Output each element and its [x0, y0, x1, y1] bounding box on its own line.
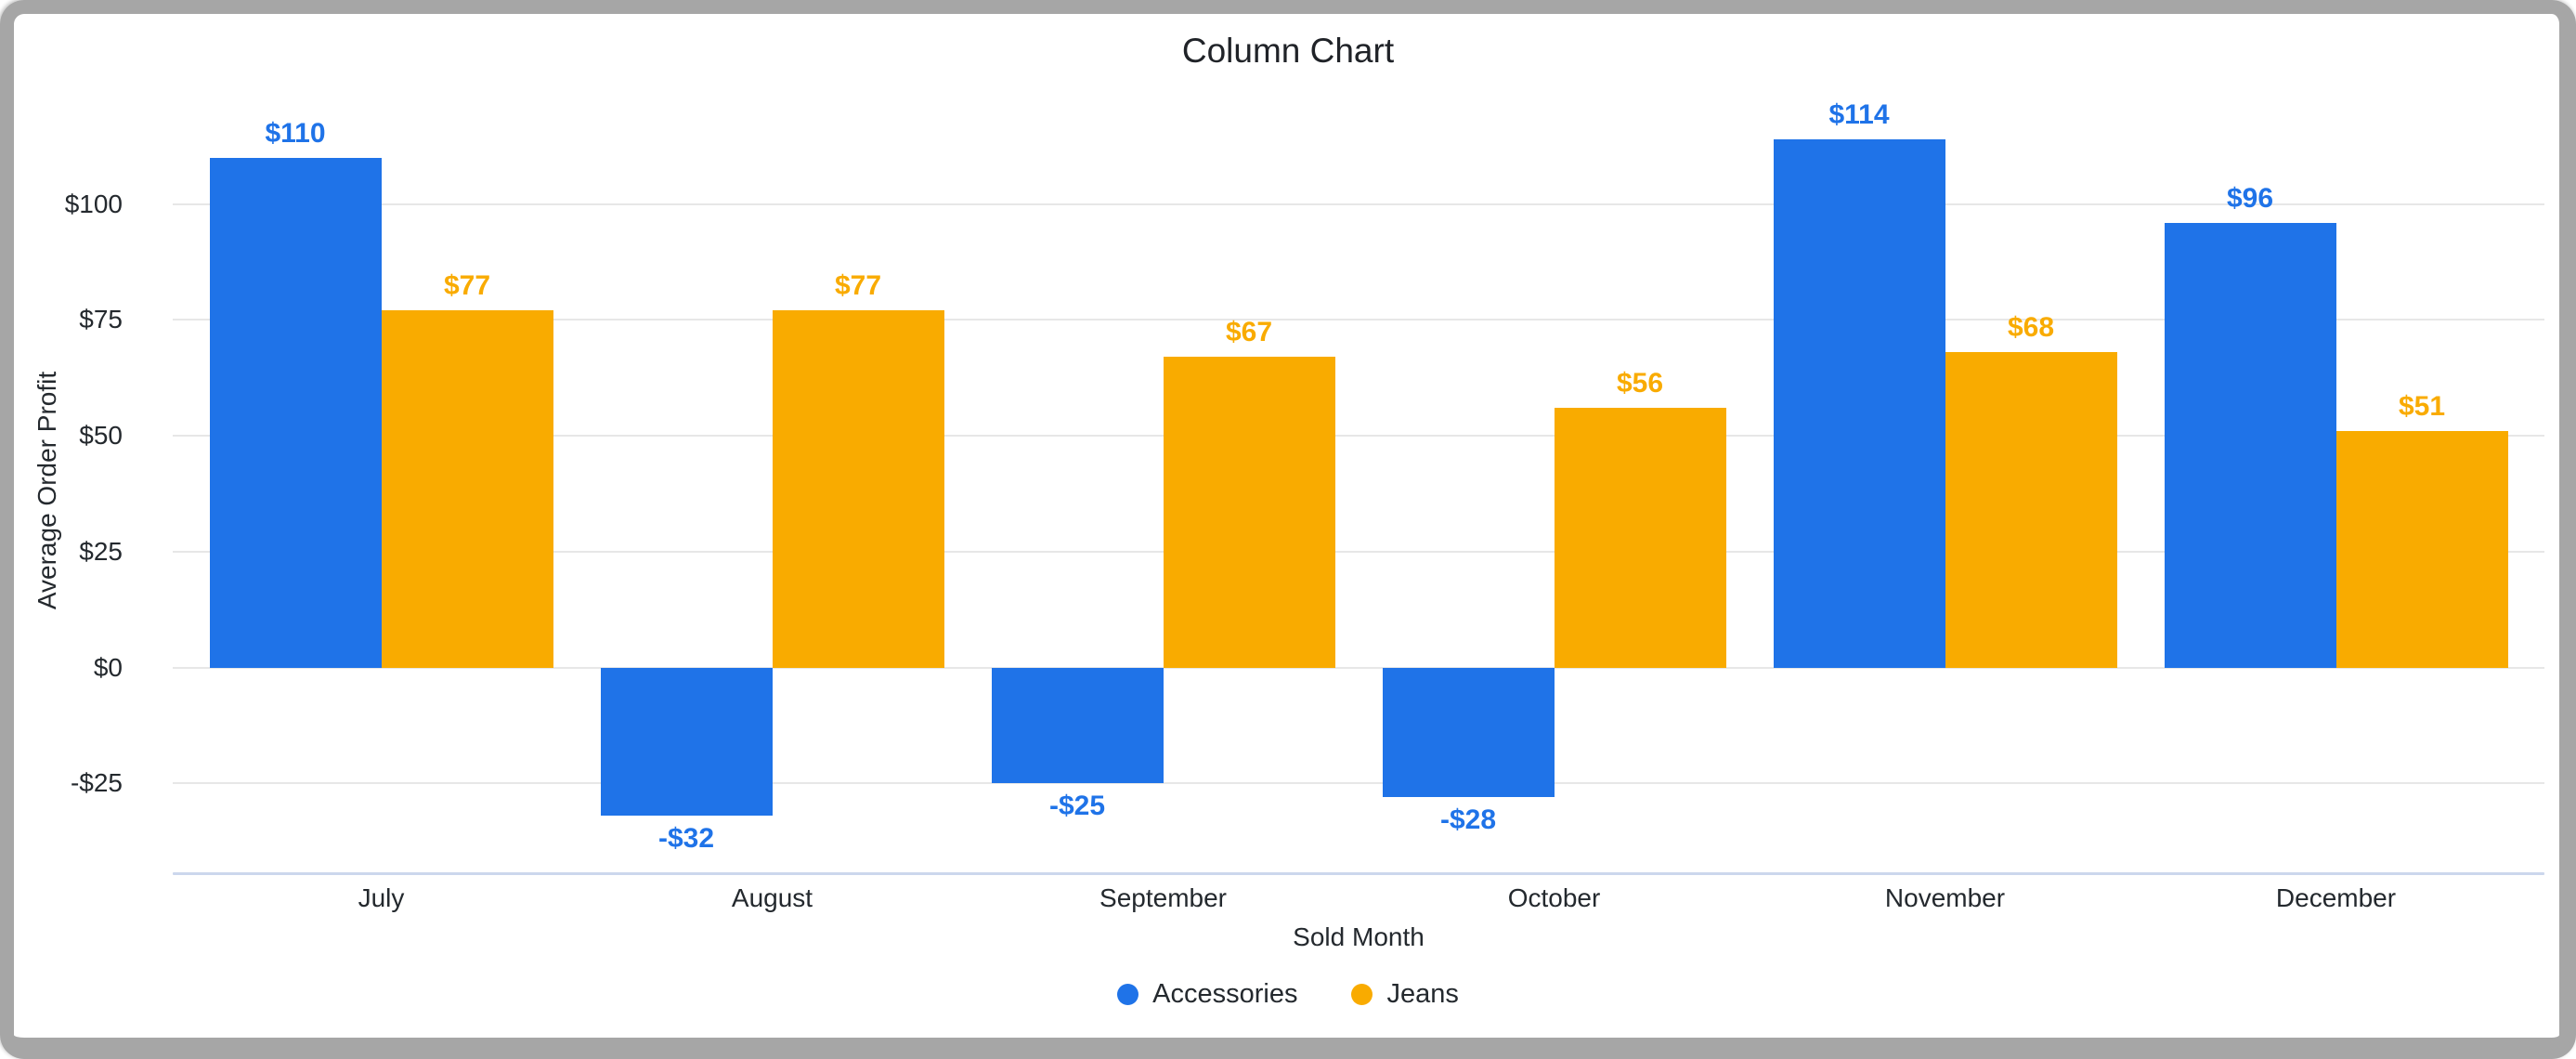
bar-accessories-october[interactable] [1382, 667, 1555, 798]
bar-value-label-accessories-september: -$25 [1048, 791, 1106, 822]
bar-value-label-accessories-july: $110 [265, 117, 326, 149]
x-tick-label-october: October [1507, 883, 1601, 912]
gridline-0 [173, 666, 2544, 669]
y-tick-label-50: $50 [79, 421, 123, 451]
y-tick-label--25: -$25 [70, 768, 123, 798]
gridline-50 [173, 435, 2544, 438]
legend-label-jeans: Jeans [1386, 979, 1459, 1009]
legend-label-accessories: Accessories [1152, 979, 1298, 1009]
gridline-100 [173, 203, 2544, 205]
legend-dot-jeans [1351, 983, 1373, 1005]
bar-value-label-accessories-october: -$28 [1439, 804, 1497, 836]
x-tick-label-july: July [358, 883, 405, 912]
x-axis-title: Sold Month [1293, 922, 1425, 951]
bar-jeans-december[interactable] [2335, 431, 2508, 668]
bar-value-label-jeans-october: $56 [1616, 368, 1664, 399]
y-tick-label-100: $100 [64, 189, 123, 218]
x-tick-label-august: August [731, 883, 813, 912]
bar-value-label-accessories-november: $114 [1828, 98, 1890, 130]
bar-accessories-july[interactable] [209, 157, 382, 668]
gridline--25 [173, 782, 2544, 785]
bar-accessories-august[interactable] [600, 667, 773, 817]
bar-jeans-august[interactable] [772, 310, 944, 668]
bar-accessories-december[interactable] [2164, 222, 2336, 668]
bar-value-label-jeans-july: $77 [443, 270, 491, 302]
x-tick-label-september: September [1099, 883, 1227, 912]
x-axis-line [173, 872, 2544, 875]
x-tick-label-december: December [2275, 883, 2397, 912]
bar-jeans-september[interactable] [1163, 357, 1335, 668]
bar-value-label-jeans-september: $67 [1225, 317, 1273, 348]
bar-value-label-accessories-august: -$32 [657, 823, 715, 855]
gridline-25 [173, 550, 2544, 553]
plot-area: $110 -$32 -$25 -$28 $114 $96 $77 $77 $67 $56 $68 $5… [173, 98, 2544, 875]
bar-value-label-jeans-november: $68 [2007, 312, 2055, 344]
y-tick-label-0: $0 [93, 652, 123, 682]
bar-jeans-october[interactable] [1554, 408, 1726, 668]
legend-item-accessories[interactable]: Accessories [1117, 977, 1297, 1011]
chart-legend: Accessories Jeans [0, 977, 2576, 1011]
x-tick-label-november: November [1884, 883, 2006, 912]
y-axis-title-text: Average Order Profit [33, 371, 61, 610]
y-tick-label-75: $75 [79, 305, 123, 334]
chart-title: Column Chart [1181, 32, 1395, 70]
legend-dot-accessories [1117, 983, 1139, 1005]
y-tick-label-25: $25 [79, 536, 123, 566]
gridline-75 [173, 319, 2544, 321]
legend-item-jeans[interactable]: Jeans [1351, 977, 1459, 1011]
bar-value-label-jeans-december: $51 [2398, 391, 2446, 423]
bar-jeans-july[interactable] [381, 310, 553, 668]
bar-value-label-accessories-december: $96 [2226, 182, 2274, 214]
bar-accessories-september[interactable] [991, 667, 1164, 784]
bar-value-label-jeans-august: $77 [834, 270, 882, 302]
bar-accessories-november[interactable] [1773, 138, 1945, 668]
bar-jeans-november[interactable] [1945, 352, 2117, 668]
